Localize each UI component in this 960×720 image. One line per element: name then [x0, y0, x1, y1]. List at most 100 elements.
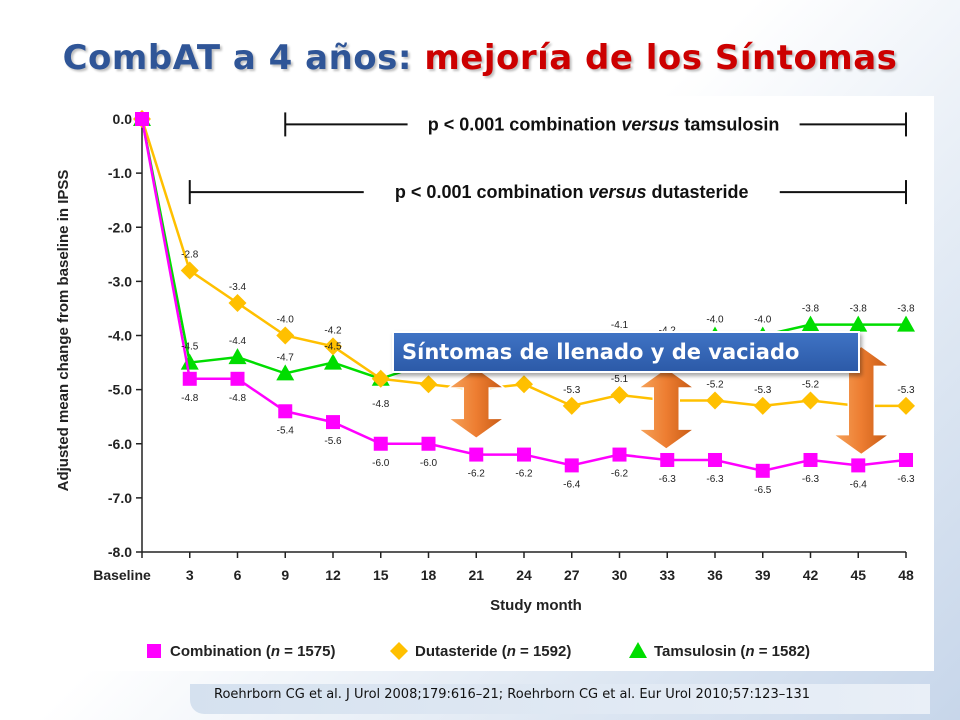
x-tick-label: 18 [421, 567, 437, 583]
dutasteride-point [324, 337, 342, 356]
tamsulosin-point [801, 315, 820, 332]
dutasteride-point [562, 396, 581, 415]
slide-title: CombAT a 4 años: mejoría de los Síntomas [0, 38, 960, 78]
x-tick-label: Baseline [93, 567, 151, 583]
tamsulosin-data-label: -4.5 [181, 342, 199, 353]
combination-point [182, 371, 197, 386]
x-tick-label: 27 [564, 567, 580, 583]
tamsulosin-data-label: -3.8 [802, 304, 820, 315]
tamsulosin-data-label: -4.0 [754, 315, 772, 326]
title-part-blue: CombAT a 4 años: [62, 38, 412, 78]
dutasteride-data-label: -2.8 [181, 250, 199, 261]
combination-point [708, 452, 722, 467]
combination-point [517, 447, 531, 462]
dutasteride-point [801, 391, 820, 410]
x-tick-label: 24 [516, 567, 532, 583]
combination-data-label: -6.4 [563, 479, 581, 490]
tamsulosin-legend-label: Tamsulosin (n = 1582) [654, 643, 810, 660]
dutasteride-data-label: -4.2 [324, 325, 342, 336]
dutasteride-point [753, 396, 772, 415]
y-tick-label: 0.0 [113, 111, 133, 127]
combination-legend-label: Combination (n = 1575) [170, 643, 335, 660]
dutasteride-data-label: -5.2 [802, 379, 820, 390]
tamsulosin-point [276, 364, 295, 381]
combination-legend-marker [147, 644, 161, 658]
combination-point [899, 452, 913, 467]
combination-point [421, 436, 436, 451]
combination-data-label: -6.2 [515, 469, 533, 480]
tamsulosin-data-label: -3.8 [850, 304, 868, 315]
tamsulosin-point [324, 353, 342, 370]
y-tick-label: -8.0 [108, 544, 132, 560]
combination-data-label: -5.6 [324, 436, 342, 447]
title-part-red: mejoría de los Síntomas [424, 38, 898, 78]
x-tick-label: 42 [803, 567, 819, 583]
dutasteride-point [228, 294, 247, 313]
x-axis-title: Study month [490, 597, 582, 614]
y-tick-label: -5.0 [108, 382, 132, 398]
citation: Roehrborn CG et al. J Urol 2008;179:616–… [190, 684, 930, 714]
x-tick-label: 12 [325, 567, 341, 583]
combination-data-label: -6.4 [850, 479, 868, 490]
combination-line [140, 118, 907, 473]
x-tick-label: 48 [898, 567, 914, 583]
tamsulosin-legend-marker [629, 642, 647, 658]
combination-data-label: -6.3 [802, 474, 820, 485]
dutasteride-point [276, 326, 295, 345]
combination-point [326, 415, 340, 430]
tamsulosin-data-label: -3.8 [897, 304, 915, 315]
pvalue-annotation: p < 0.001 combination versus dutasteride [395, 182, 749, 202]
dutasteride-point [371, 369, 390, 388]
dutasteride-data-label: -3.4 [229, 282, 247, 293]
combination-point [135, 112, 149, 126]
combination-point [803, 452, 818, 467]
tamsulosin-data-label: -4.0 [706, 315, 724, 326]
tamsulosin-data-label: -4.5 [324, 342, 342, 353]
tamsulosin-data-label: -4.2 [659, 325, 677, 336]
combination-data-label: -6.0 [372, 458, 390, 469]
highlight-double-arrow [445, 367, 507, 440]
combination-data-label: -5.4 [277, 425, 295, 436]
x-tick-label: 39 [755, 567, 771, 583]
tamsulosin-point [897, 315, 915, 332]
x-tick-label: 3 [186, 567, 194, 583]
combination-point [755, 463, 770, 478]
x-tick-label: 30 [612, 567, 628, 583]
tamsulosin-data-label: -4.7 [277, 352, 295, 363]
x-tick-label: 45 [850, 567, 866, 583]
x-tick-label: 9 [281, 567, 289, 583]
x-tick-label: 21 [468, 567, 484, 583]
pvalue-annotation: p < 0.001 combination versus tamsulosin [428, 114, 780, 134]
combination-data-label: -6.3 [706, 474, 724, 485]
dutasteride-data-label: -5.3 [754, 385, 772, 396]
combination-point [660, 452, 675, 467]
x-tick-label: 15 [373, 567, 389, 583]
tamsulosin-point [228, 348, 247, 365]
tamsulosin-data-label: -4.8 [372, 399, 390, 410]
dutasteride-point [180, 261, 199, 280]
x-tick-label: 36 [707, 567, 723, 583]
combination-point [851, 458, 866, 473]
ipss-line-chart: 0.0 -1.0 -2.0 -3.0 -4.0 -5.0 -6.0 -7.0 -8.0 Basel… [55, 110, 915, 660]
dutasteride-point [610, 386, 629, 405]
x-tick-label: 33 [659, 567, 675, 583]
tamsulosin-point [180, 353, 199, 370]
tamsulosin-data-label: -4.4 [229, 336, 247, 347]
tamsulosin-point [849, 315, 868, 332]
combination-point [612, 447, 627, 462]
dutasteride-legend-marker [390, 642, 408, 660]
combination-data-label: -6.5 [754, 485, 772, 496]
combination-data-label: -4.8 [229, 393, 247, 404]
dutasteride-data-label: -5.2 [706, 379, 724, 390]
combination-data-label: -6.0 [420, 458, 438, 469]
combination-point [278, 404, 293, 419]
combination-point [469, 447, 484, 462]
dutasteride-point [897, 396, 915, 415]
highlight-double-arrow [635, 367, 697, 451]
dutasteride-point [419, 375, 438, 394]
dutasteride-data-label: -5.1 [611, 374, 629, 385]
combination-point [564, 458, 579, 473]
combination-data-label: -6.3 [897, 474, 915, 485]
y-tick-label: -3.0 [108, 273, 132, 289]
callout-box: Síntomas de llenado y de vaciado [392, 331, 860, 373]
